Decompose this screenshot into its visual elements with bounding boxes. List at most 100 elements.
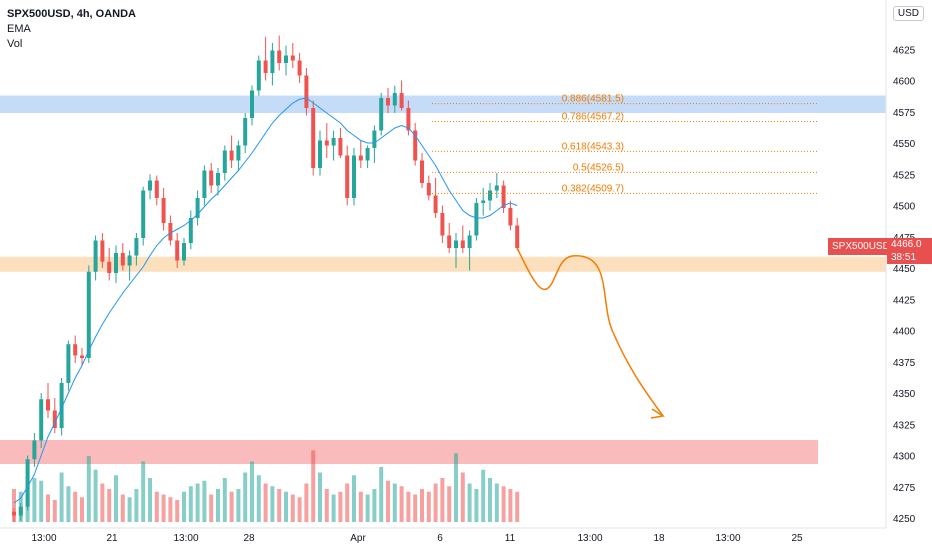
candle-body bbox=[12, 511, 16, 516]
volume-bar bbox=[379, 467, 384, 522]
candle-body bbox=[66, 344, 71, 383]
volume-bar bbox=[413, 494, 418, 522]
legend-vol[interactable]: Vol bbox=[7, 38, 23, 50]
candle-body bbox=[168, 223, 173, 241]
volume-bar bbox=[460, 472, 465, 522]
bar-countdown: 38:51 bbox=[891, 252, 917, 263]
candle-body bbox=[59, 383, 64, 428]
candle-body bbox=[454, 240, 458, 248]
candle-body bbox=[86, 271, 91, 358]
y-tick-label: 4600 bbox=[893, 77, 916, 88]
last-price: 4466.0 bbox=[891, 239, 922, 250]
y-tick-label: 4250 bbox=[893, 514, 916, 525]
volume-bar bbox=[352, 475, 356, 522]
candle-body bbox=[420, 160, 424, 183]
y-tick-label: 4550 bbox=[893, 139, 916, 150]
volume-bar bbox=[263, 483, 268, 522]
candle-body bbox=[127, 255, 132, 266]
volume-bar bbox=[141, 461, 146, 522]
volume-bar bbox=[243, 472, 248, 522]
x-tick-label: 13:00 bbox=[577, 533, 602, 544]
candle-body bbox=[107, 261, 112, 273]
y-tick-label: 4350 bbox=[893, 389, 916, 400]
x-tick-label: 21 bbox=[106, 533, 118, 544]
x-tick-label: 11 bbox=[505, 533, 516, 544]
volume-bar bbox=[508, 489, 513, 522]
candle-body bbox=[406, 108, 411, 131]
volume-bar bbox=[39, 480, 44, 522]
volume-bar bbox=[426, 491, 431, 522]
y-tick-label: 4500 bbox=[893, 202, 916, 213]
candle-body bbox=[236, 145, 241, 161]
candle-body bbox=[250, 90, 254, 118]
candle-body bbox=[216, 173, 220, 186]
legend-symbol[interactable]: SPX500USD, 4h, OANDA bbox=[7, 8, 136, 20]
candle-body bbox=[413, 130, 418, 161]
volume-bar bbox=[46, 494, 50, 522]
fib-label: 0.382(4509.7) bbox=[562, 183, 624, 194]
candle-body bbox=[352, 155, 356, 198]
candle-body bbox=[114, 253, 118, 273]
candle-body bbox=[120, 253, 125, 266]
volume-bar bbox=[250, 461, 254, 522]
x-tick-label: 6 bbox=[437, 533, 443, 544]
volume-bar bbox=[467, 483, 472, 522]
candle-body bbox=[318, 140, 322, 168]
volume-bar bbox=[474, 489, 479, 522]
legend-ema[interactable]: EMA bbox=[7, 23, 31, 35]
candle-body bbox=[345, 155, 350, 198]
candle-body bbox=[80, 355, 84, 358]
y-tick-label: 4425 bbox=[893, 295, 916, 306]
candle-body bbox=[222, 150, 227, 173]
candle-body bbox=[392, 93, 397, 106]
volume-bar bbox=[168, 497, 173, 522]
volume-bar bbox=[216, 489, 220, 522]
volume-bar bbox=[114, 475, 118, 522]
y-tick-label: 4375 bbox=[893, 358, 916, 369]
candle-body bbox=[386, 98, 390, 106]
volume-bar bbox=[318, 472, 322, 522]
volume-bar bbox=[256, 475, 261, 522]
candle-body bbox=[433, 195, 438, 213]
x-tick-label: 25 bbox=[791, 533, 803, 544]
candle-body bbox=[488, 190, 492, 201]
volume-bar bbox=[311, 450, 316, 522]
y-tick-label: 4625 bbox=[893, 45, 916, 56]
x-tick-label: 28 bbox=[243, 533, 255, 544]
volume-bar bbox=[297, 497, 302, 522]
volume-bar bbox=[277, 489, 282, 522]
candle-body bbox=[188, 218, 193, 243]
candle-body bbox=[18, 506, 23, 516]
candle-body bbox=[372, 130, 377, 148]
x-tick-label: 13:00 bbox=[173, 533, 198, 544]
volume-bar bbox=[420, 489, 424, 522]
volume-bar bbox=[270, 486, 275, 522]
currency-button[interactable]: USD bbox=[892, 6, 924, 21]
volume-bar bbox=[100, 483, 105, 522]
volume-bar bbox=[454, 453, 458, 522]
volume-bar bbox=[372, 489, 377, 522]
volume-bar bbox=[175, 500, 180, 522]
symbol-tag: SPX500USD bbox=[828, 238, 894, 255]
volume-bar bbox=[284, 491, 288, 522]
volume-zone bbox=[0, 440, 818, 464]
candle-body bbox=[467, 235, 472, 248]
volume-bar bbox=[324, 489, 329, 522]
candle-body bbox=[243, 118, 248, 146]
y-tick-label: 4325 bbox=[893, 420, 916, 431]
y-tick-label: 4450 bbox=[893, 264, 916, 275]
candle-body bbox=[426, 183, 431, 196]
fib-label: 0.786(4567.2) bbox=[562, 112, 624, 123]
candle-body bbox=[270, 50, 275, 73]
volume-bar bbox=[86, 456, 91, 522]
candle-body bbox=[134, 238, 139, 256]
fib-label: 0.5(4526.5) bbox=[573, 162, 624, 173]
candle-body bbox=[154, 180, 159, 198]
candle-body bbox=[182, 243, 186, 261]
volume-bar bbox=[447, 486, 452, 522]
candle-body bbox=[195, 198, 200, 218]
volume-bar bbox=[399, 486, 404, 522]
volume-bar bbox=[52, 500, 57, 522]
volume-bar bbox=[202, 480, 207, 522]
